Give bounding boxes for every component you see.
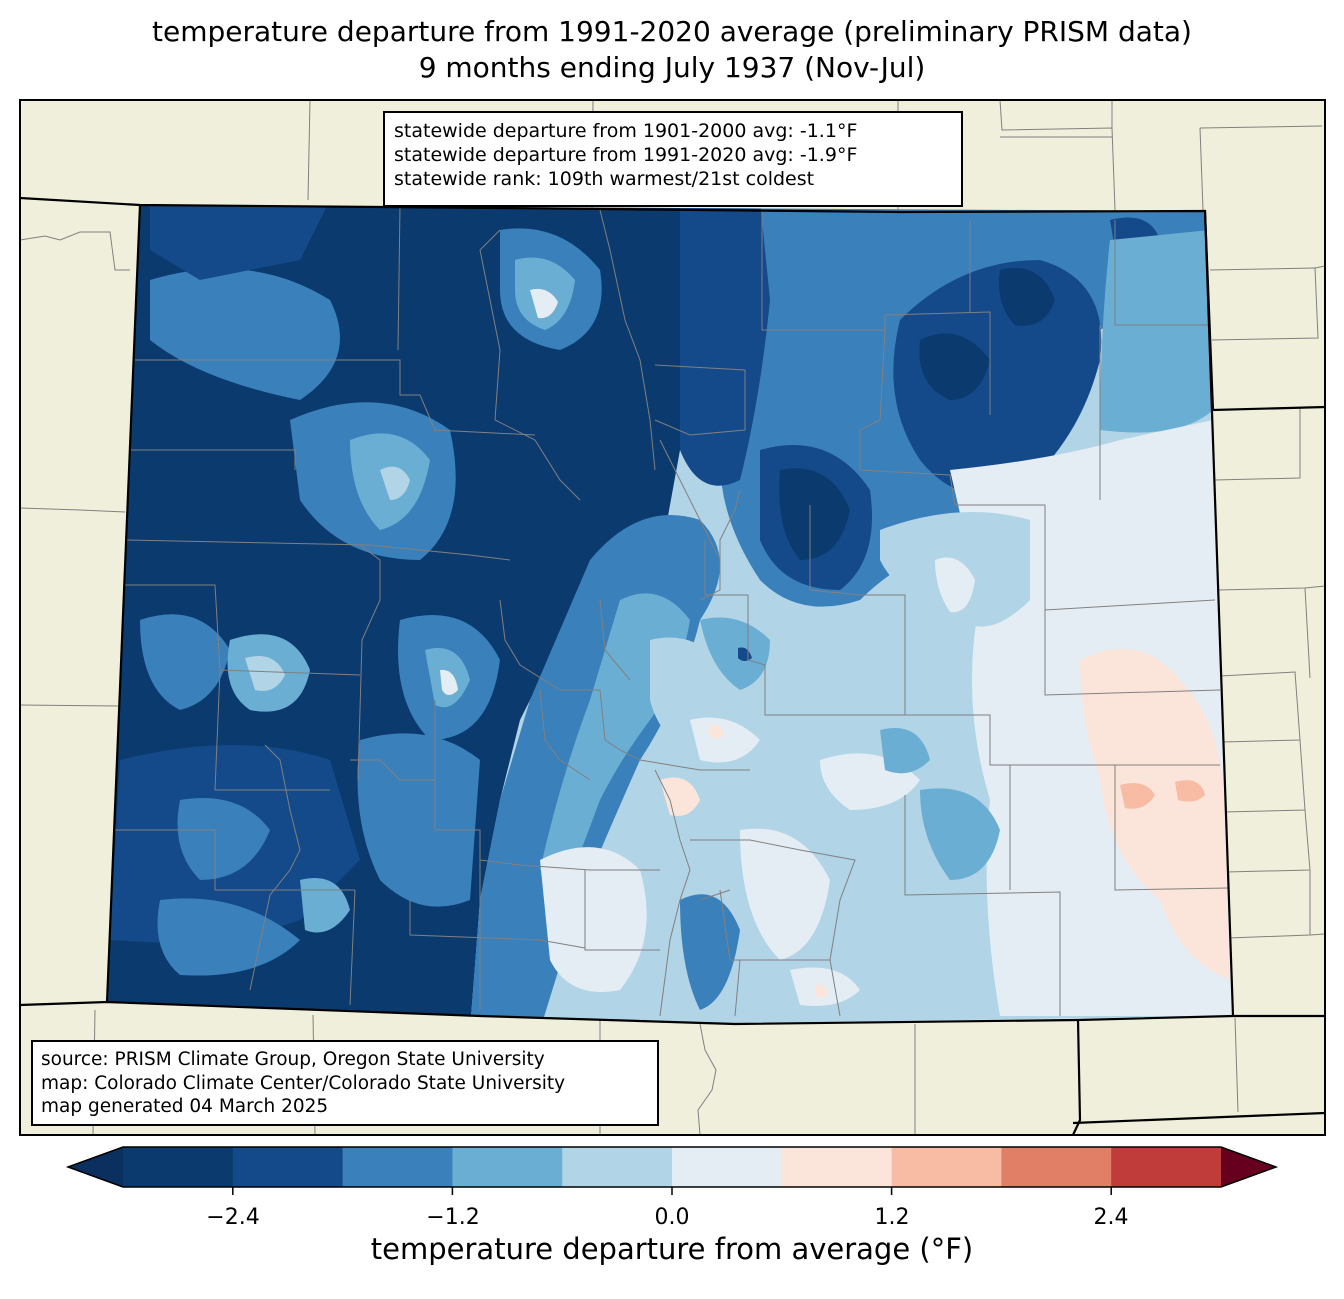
county-lines [110,205,1229,1017]
tick-label-2-4: 2.4 [1093,1205,1129,1230]
stats-line-2: statewide departure from 1991-2020 avg: … [394,144,858,166]
source-credit-box: source: PRISM Climate Group, Oregon Stat… [31,1040,659,1126]
tick-label-1-2: 1.2 [874,1205,910,1230]
title-line-1: temperature departure from 1991-2020 ave… [152,15,1192,48]
source-line-1: source: PRISM Climate Group, Oregon Stat… [41,1049,545,1070]
temperature-contours [107,205,1233,1024]
stats-line-1: statewide departure from 1901-2000 avg: … [394,120,858,142]
tick-label-neg-2-4: −2.4 [206,1205,260,1230]
state-borders [20,196,1325,1135]
stats-line-3: statewide rank: 109th warmest/21st colde… [394,168,815,190]
map-title: temperature departure from 1991-2020 ave… [0,14,1344,86]
tick-label-neg-1-2: −1.2 [426,1205,480,1230]
source-line-2: map: Colorado Climate Center/Colorado St… [41,1072,566,1094]
source-line-3: map generated 04 March 2025 [41,1096,329,1117]
colorbar-label: temperature departure from average (°F) [370,1232,974,1266]
statewide-stats-box: statewide departure from 1901-2000 avg: … [383,111,963,207]
map-frame [19,99,1326,1136]
tick-label-0-0: 0.0 [654,1205,690,1230]
title-line-2: 9 months ending July 1937 (Nov-Jul) [418,51,926,84]
